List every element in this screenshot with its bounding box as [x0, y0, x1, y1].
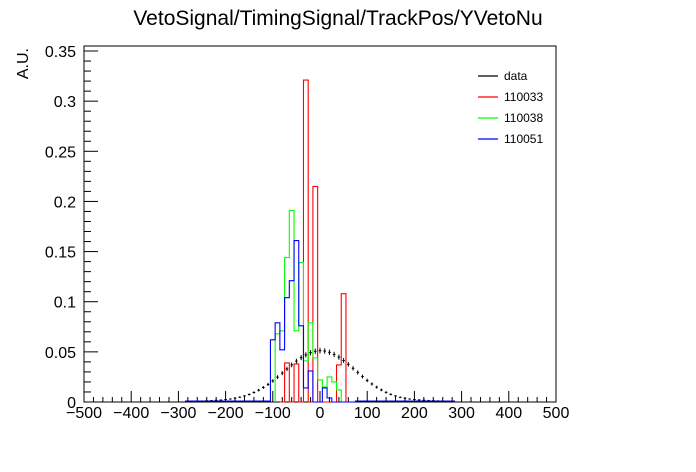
chart-title: VetoSignal/TimingSignal/TrackPos/YVetoNu	[133, 7, 542, 30]
y-tick-label: 0.2	[54, 194, 76, 211]
series-110038	[274, 209, 356, 403]
x-tick-label: 400	[495, 405, 522, 422]
x-tick-label: 100	[354, 405, 381, 422]
x-tick-label: −400	[113, 405, 149, 422]
series-line-110051	[184, 239, 456, 403]
y-tick-label: 0.1	[54, 295, 76, 312]
x-tick-label: 500	[543, 405, 570, 422]
legend-label-110051: 110051	[504, 132, 543, 146]
legend-label-data: data	[504, 69, 528, 83]
x-tick-label: −100	[255, 405, 291, 422]
series-line-110033	[279, 79, 356, 403]
y-tick-label: 0	[67, 395, 76, 412]
legend-label-110038: 110038	[504, 111, 543, 125]
y-axis-label: A.U.	[15, 48, 32, 79]
legend-label-110033: 110033	[504, 90, 543, 104]
series-layer	[184, 79, 456, 403]
y-tick-label: 0.35	[45, 44, 76, 61]
series-110033	[279, 79, 356, 403]
axes: −500 −400 −300 −200 −100 0 100 200 300 400 500 0 0.0…	[45, 44, 570, 422]
y-tick-label: 0.3	[54, 94, 76, 111]
x-tick-label: 300	[448, 405, 475, 422]
x-tick-label: 0	[316, 405, 325, 422]
x-tick-label: 200	[401, 405, 428, 422]
x-tick-label: −300	[160, 405, 196, 422]
series-line-110038	[274, 209, 356, 403]
series-110051	[184, 239, 456, 403]
x-tick-label: −500	[66, 405, 102, 422]
legend: data 110033 110038 110051	[478, 69, 543, 146]
y-tick-label: 0.25	[45, 144, 76, 161]
x-tick-label: −200	[208, 405, 244, 422]
y-tick-label: 0.15	[45, 245, 76, 262]
y-tick-label: 0.05	[45, 345, 76, 362]
